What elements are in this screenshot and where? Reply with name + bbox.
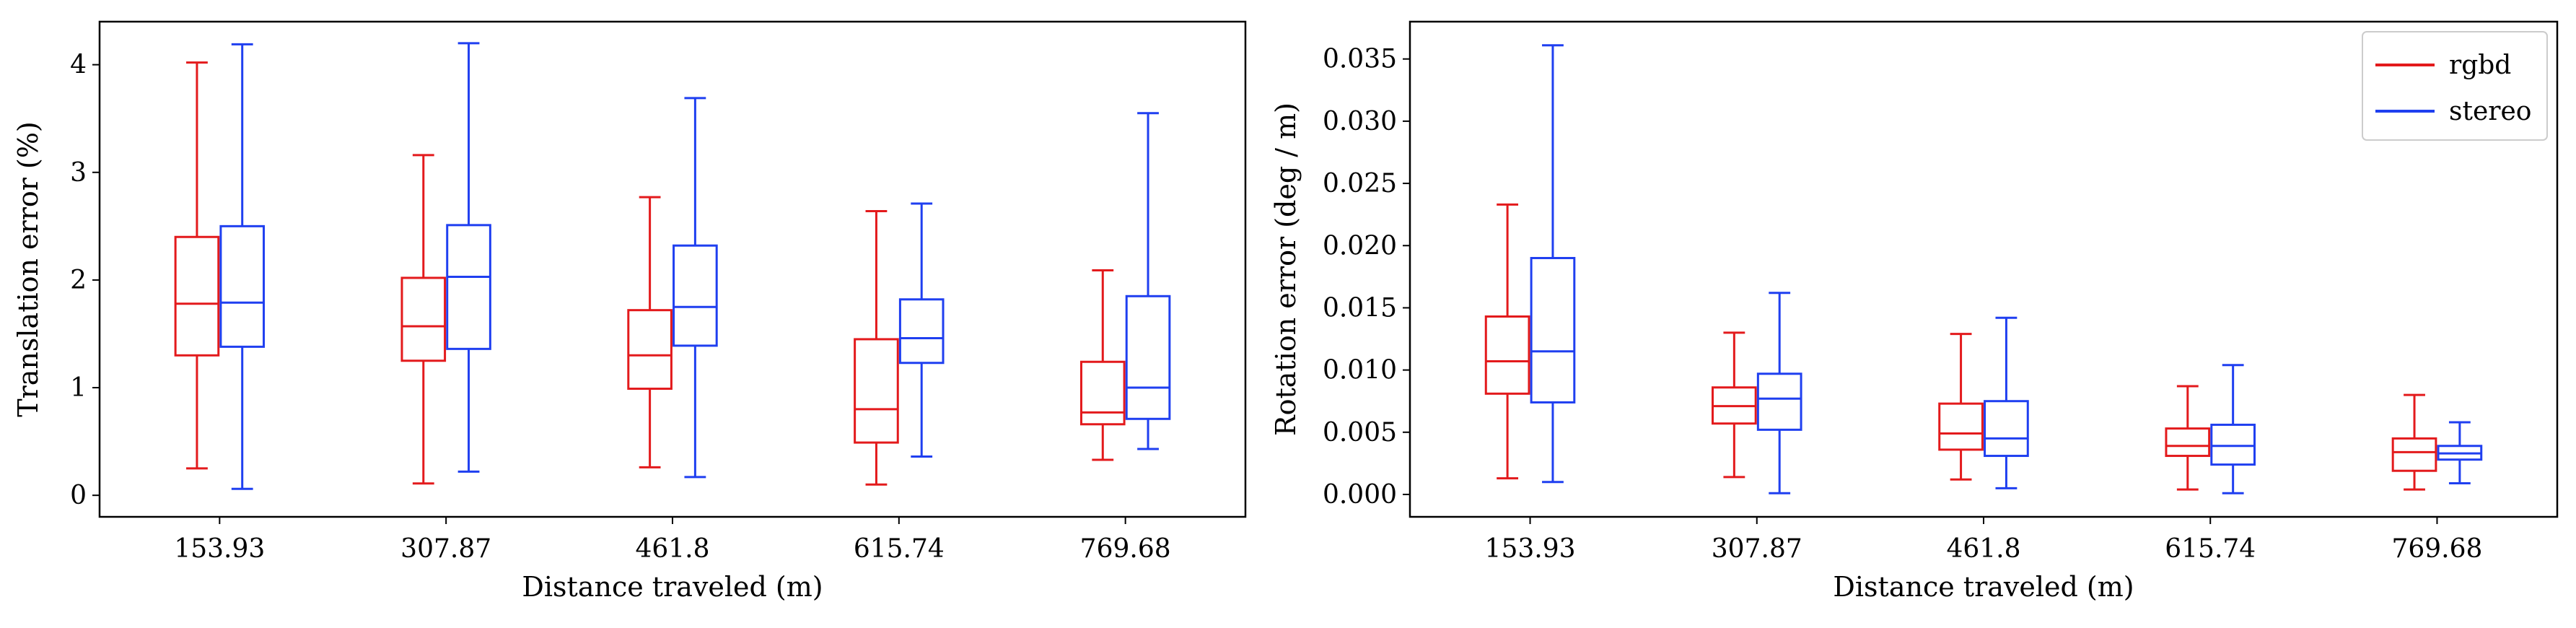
legend-frame [2362,31,2548,141]
box-rgbd [174,61,220,470]
legend: rgbd stereo [2362,31,2548,141]
box-iqr [1125,295,1171,420]
box-stereo [446,42,491,473]
x-tick-label: 769.68 [2391,534,2482,564]
y-tick-label: 1 [70,373,87,403]
x-tick-label: 461.8 [635,534,709,564]
y-tick-label: 0.020 [1323,231,1397,261]
box-stereo [673,97,718,479]
x-tick-label: 153.93 [174,534,265,564]
y-tick-label: 4 [70,51,87,80]
x-tick-label: 461.8 [1946,534,2020,564]
x-tick-label: 615.74 [854,534,945,564]
plot-frame [98,20,1247,518]
box-iqr [854,338,899,444]
box-stereo [1756,292,1802,494]
box-iqr [2165,427,2211,458]
box-iqr [1938,402,1984,451]
legend-label-stereo: stereo [2449,97,2531,126]
y-tick-label: 0.030 [1323,107,1397,136]
x-tick-label: 615.74 [2165,534,2256,564]
box-iqr [2210,423,2256,466]
box-rgbd [400,154,447,485]
box-iqr [673,244,718,347]
box-stereo [2437,421,2483,484]
box-rgbd [1938,333,1984,481]
y-tick-label: 0 [70,481,87,510]
y-tick-label: 2 [70,266,87,295]
box-stereo [2210,364,2256,494]
box-iqr [1984,400,2029,458]
x-tick-label: 153.93 [1485,534,1576,564]
y-tick-label: 0.005 [1323,418,1397,448]
box-rgbd [2391,393,2437,491]
box-stereo [1530,44,1576,484]
box-rgbd [854,209,899,486]
box-iqr [446,224,491,350]
y-axis-title: Translation error (%) [12,121,44,417]
y-tick-label: 0.015 [1323,293,1397,323]
box-iqr [898,298,945,365]
legend-label-rgbd: rgbd [2449,51,2511,80]
box-rgbd [2165,385,2211,491]
rotation-error-panel: 0.000 0.005 0.010 0.015 0.020 0.025 0.030 0.035… [1270,20,2559,603]
box-stereo [1984,316,2029,489]
y-tick-label: 0.025 [1323,169,1397,199]
box-rgbd [1711,331,1757,479]
box-iqr [1756,372,1802,431]
y-tick-label: 3 [70,158,87,188]
y-tick-label: 0.010 [1323,356,1397,385]
box-iqr [174,235,220,357]
plot-frame [1409,20,2559,518]
box-iqr [1484,315,1530,395]
box-rgbd [1484,203,1530,480]
box-stereo [219,43,266,490]
box-stereo [1125,112,1171,450]
x-tick-label: 307.87 [1712,534,1802,564]
box-iqr [1079,360,1126,426]
box-stereo [898,202,945,458]
x-tick-label: 769.68 [1080,534,1171,564]
box-iqr [219,224,266,348]
y-axis-title: Rotation error (deg / m) [1270,103,1302,436]
x-axis-title: Distance traveled (m) [522,571,823,603]
x-axis-title: Distance traveled (m) [1833,571,2134,603]
box-rgbd [1079,269,1126,461]
box-rgbd [627,196,673,468]
box-iqr [400,276,447,362]
y-tick-label: 0.000 [1323,480,1397,510]
box-iqr [2391,437,2437,472]
box-iqr [627,309,673,391]
y-tick-label: 0.035 [1323,45,1397,74]
translation-error-panel: 0 1 2 3 4 153.93 307.87 461.8 615.74 769.68 Distan… [12,20,1247,603]
x-tick-label: 307.87 [400,534,491,564]
box-iqr [1530,256,1576,404]
